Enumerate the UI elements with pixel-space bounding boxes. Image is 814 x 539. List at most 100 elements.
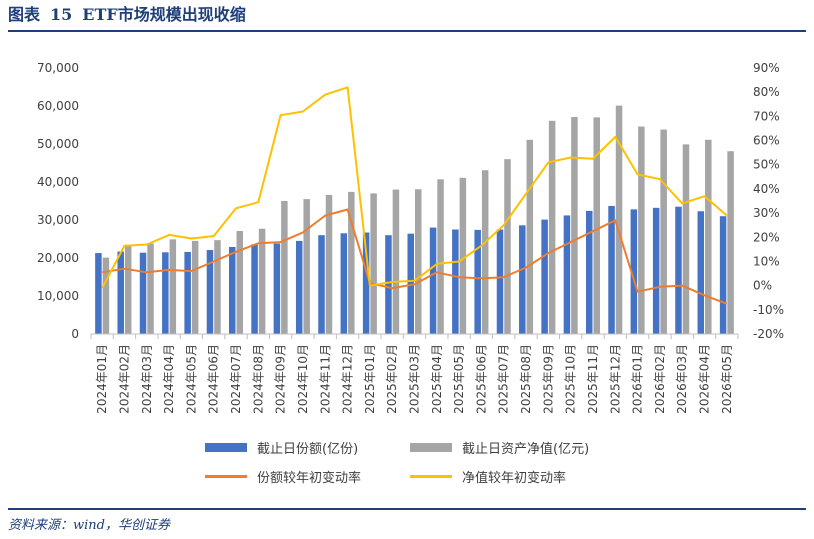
x-axis-tick-label: 2024年05月 [184,344,198,414]
x-axis-tick-label: 2025年11月 [586,344,600,414]
bar-nav [102,257,110,334]
x-axis-tick-label: 2026年01月 [631,344,645,414]
bar-nav [281,201,288,334]
x-axis-tick-label: 2026年04月 [698,344,712,414]
bar-share [117,251,124,334]
x-axis-tick-label: 2025年07月 [497,344,511,414]
bar-share [519,225,526,334]
left-axis-tick-label: 20,000 [37,251,79,265]
x-axis-tick-label: 2024年10月 [296,344,310,414]
legend-label-nav: 截止日资产净值(亿元) [462,441,590,457]
right-axis-tick-label: 80% [753,85,780,99]
bar-share [295,240,303,334]
bar-share [362,232,370,334]
bar-share [675,206,682,334]
legend-label-share: 截止日份额(亿份) [257,441,359,457]
right-axis-tick-label: 90% [753,61,780,75]
bar-share [474,229,481,334]
x-axis-tick-label: 2024年06月 [207,344,221,414]
x-axis-tick-label: 2024年03月 [140,344,154,414]
figure-label: 图表 [8,5,41,24]
bar-share [496,229,504,334]
bar-nav [191,240,199,334]
x-axis-tick-label: 2025年05月 [452,344,466,414]
x-axis-tick-label: 2024年01月 [95,344,109,414]
bar-nav [124,245,132,334]
left-axis-tick-label: 50,000 [37,137,79,151]
bar-nav [593,117,600,335]
legend-item-nav: 截止日资产净值(亿元) [410,438,590,457]
x-axis-tick-label: 2025年06月 [474,344,488,414]
right-y-axis: -20% -10% 0% 10% 20% 30% 40% 50% 60% 70% 80% 90% [753,61,784,341]
bar-share [139,252,147,334]
x-axis-tick-label: 2025年08月 [519,344,533,414]
right-axis-tick-label: 40% [753,182,780,196]
line-share-change [102,208,728,305]
bar-share [385,235,392,334]
x-axis-tick-label: 2026年03月 [675,344,689,414]
bar-share [719,216,727,334]
bar-nav [348,191,355,334]
bar-share [273,243,281,334]
footer-divider [8,508,806,510]
bar-nav [548,120,556,334]
right-axis-tick-label: 10% [753,254,780,268]
x-axis-tick-label: 2024年08月 [251,344,265,414]
right-axis-tick-label: 0% [753,279,772,293]
left-axis-tick-label: 30,000 [37,213,79,227]
x-axis-tick-label: 2024年09月 [274,344,288,414]
bar-nav [392,189,400,334]
x-axis-tick-label: 2025年01月 [363,344,377,414]
bar-share [184,251,191,334]
left-y-axis: 0 10,000 20,000 30,000 40,000 50,000 60,000 70,… [37,61,79,341]
x-axis-tick-label: 2026年02月 [653,344,667,414]
x-axis-tick-label: 2025年10月 [564,344,578,414]
legend-label-nav-change: 净值较年初变动率 [462,470,567,486]
bar-series [95,105,734,335]
bar-share [541,219,548,334]
x-axis-tick-label: 2025年12月 [608,344,622,414]
bar-nav [705,139,712,334]
x-axis: 2024年01月 2024年02月 2024年03月 2024年04月 2024年05月… [90,333,739,414]
bar-share [318,235,325,334]
right-axis-tick-label: 30% [753,206,780,220]
left-axis-tick-label: 0 [71,327,79,341]
bar-share [229,246,236,334]
bar-nav [526,139,534,334]
bar-nav [325,194,333,334]
bar-nav [370,193,377,334]
bar-nav [459,177,467,334]
right-axis-tick-label: 60% [753,134,780,148]
title-divider [8,30,806,32]
bar-share [340,233,348,334]
figure-title: 图表 15 ETF市场规模出现收缩 [8,4,246,26]
bar-nav [303,199,310,334]
x-axis-tick-label: 2026年05月 [720,344,734,414]
right-axis-tick-label: 70% [753,109,780,123]
x-axis-tick-label: 2024年12月 [341,344,355,414]
bar-share [652,207,660,334]
bar-share [95,253,102,334]
bar-nav [236,231,244,334]
bar-nav [504,159,511,334]
line-nav-change [101,86,728,289]
bar-share [429,227,437,334]
figure-number: 15 [50,5,73,24]
x-axis-tick-label: 2025年03月 [408,344,422,414]
bar-share [452,229,459,334]
bar-share [407,233,414,334]
legend-item-nav-change: 净值较年初变动率 [410,467,567,486]
right-axis-tick-label: -20% [753,327,784,341]
figure-title-text: ETF市场规模出现收缩 [82,5,246,24]
bar-share [585,210,593,334]
bar-nav [682,144,690,334]
left-axis-tick-label: 60,000 [37,99,79,113]
left-axis-tick-label: 40,000 [37,175,79,189]
bar-share [608,205,615,334]
x-axis-tick-label: 2024年11月 [318,344,332,414]
left-axis-tick-label: 10,000 [37,289,79,303]
bar-nav [415,189,422,334]
source-note: 资料来源：wind，华创证券 [8,518,170,533]
legend-swatch-nav-change [410,474,452,478]
x-axis-tick-label: 2025年09月 [541,344,555,414]
